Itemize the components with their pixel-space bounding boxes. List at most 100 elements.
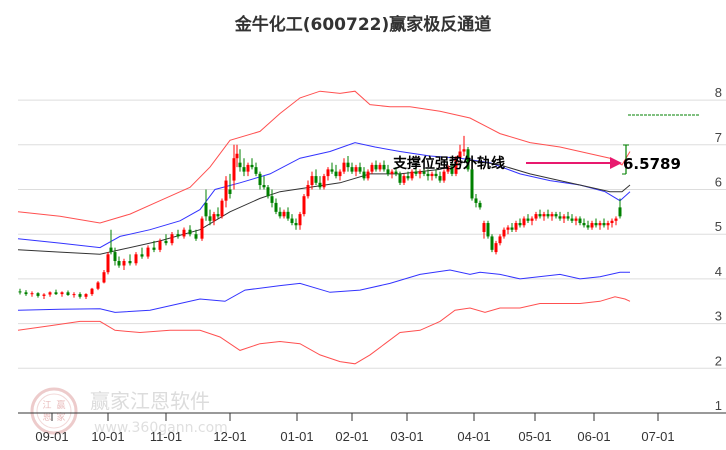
candle xyxy=(518,218,522,228)
candle xyxy=(594,218,598,228)
y-tick-label: 7 xyxy=(715,130,722,145)
candle xyxy=(298,211,302,230)
candle xyxy=(106,252,110,275)
candle xyxy=(618,198,622,219)
candle xyxy=(182,227,186,239)
candle xyxy=(238,149,242,172)
candle xyxy=(510,223,514,232)
candle xyxy=(410,169,414,181)
watermark-brand: 赢家江恩软件 xyxy=(90,389,210,413)
candle xyxy=(466,147,470,172)
candle xyxy=(570,214,574,224)
candle xyxy=(486,220,490,239)
candle xyxy=(346,155,350,172)
x-tick-label: 01-01 xyxy=(280,429,313,444)
candle xyxy=(366,169,370,181)
candle xyxy=(72,292,76,298)
candle xyxy=(558,211,562,221)
candle xyxy=(113,247,117,266)
candle xyxy=(422,164,426,177)
candle xyxy=(278,207,282,219)
candle xyxy=(302,193,306,217)
candle xyxy=(482,220,486,239)
candle xyxy=(194,229,198,241)
candle xyxy=(378,162,382,172)
candle xyxy=(220,198,224,219)
watermark: 江 赢 恩 家 赢家江恩软件 www.360gann.com xyxy=(30,387,228,436)
candle xyxy=(306,180,310,199)
candle xyxy=(134,252,138,266)
candle xyxy=(566,211,570,221)
candle xyxy=(310,171,314,190)
candle xyxy=(426,169,430,181)
candle xyxy=(502,227,506,239)
candle xyxy=(212,211,216,226)
candle xyxy=(294,218,298,230)
candle xyxy=(342,158,346,174)
candle xyxy=(24,290,28,296)
candle xyxy=(90,287,94,296)
candle xyxy=(330,162,334,174)
upper-outer-red-line xyxy=(17,90,631,224)
candle xyxy=(514,220,518,232)
x-tick-label: 09-01 xyxy=(35,429,68,444)
candle xyxy=(478,200,482,210)
candle xyxy=(146,245,150,259)
candle xyxy=(526,214,530,224)
x-tick-label: 10-01 xyxy=(91,429,124,444)
candle xyxy=(188,225,192,237)
candle xyxy=(498,234,502,246)
candle xyxy=(224,176,228,208)
svg-text:家: 家 xyxy=(56,411,65,423)
candle xyxy=(66,290,70,296)
candle xyxy=(434,169,438,179)
candle xyxy=(48,291,52,297)
candle xyxy=(200,216,204,241)
candle xyxy=(578,216,582,226)
candle xyxy=(282,209,286,219)
candle xyxy=(102,269,106,284)
gridlines xyxy=(18,99,726,369)
candle xyxy=(430,171,434,181)
x-tick-label: 03-01 xyxy=(390,429,423,444)
candle xyxy=(606,220,610,230)
candle xyxy=(438,171,442,183)
candle xyxy=(128,254,132,266)
y-axis-labels: 1 2 3 4 5 6 7 8 xyxy=(715,85,722,413)
candle xyxy=(314,169,318,186)
candle xyxy=(60,291,64,297)
y-tick-label: 1 xyxy=(715,398,722,413)
y-tick-label: 5 xyxy=(715,219,722,234)
candle xyxy=(122,258,126,270)
candle xyxy=(506,225,510,235)
candle xyxy=(350,162,354,174)
candle xyxy=(318,176,322,190)
lower-inner-blue-line xyxy=(17,269,630,313)
candle xyxy=(262,176,266,190)
candle xyxy=(406,171,410,181)
candle xyxy=(450,162,454,177)
candle xyxy=(462,135,466,156)
candle xyxy=(96,281,100,291)
upper-inner-blue-line xyxy=(17,142,631,249)
candle xyxy=(117,256,121,268)
candle xyxy=(590,220,594,230)
middle-black-line xyxy=(17,159,631,255)
svg-text:赢: 赢 xyxy=(56,399,65,411)
candle xyxy=(235,144,239,168)
x-tick-label: 07-01 xyxy=(641,429,674,444)
x-tick-label: 12-01 xyxy=(213,429,246,444)
x-tick-label: 02-01 xyxy=(335,429,368,444)
candle xyxy=(266,185,270,199)
candle xyxy=(216,207,220,219)
candle xyxy=(290,214,294,226)
x-tick-label: 05-01 xyxy=(518,429,551,444)
candle xyxy=(338,169,342,181)
chart-title: 金牛化工(600722)赢家极反通道 xyxy=(234,15,492,35)
candle xyxy=(382,160,386,172)
candle xyxy=(254,162,258,177)
candle xyxy=(54,289,58,295)
candle xyxy=(246,162,250,177)
candle xyxy=(334,164,338,179)
candle xyxy=(562,214,566,224)
